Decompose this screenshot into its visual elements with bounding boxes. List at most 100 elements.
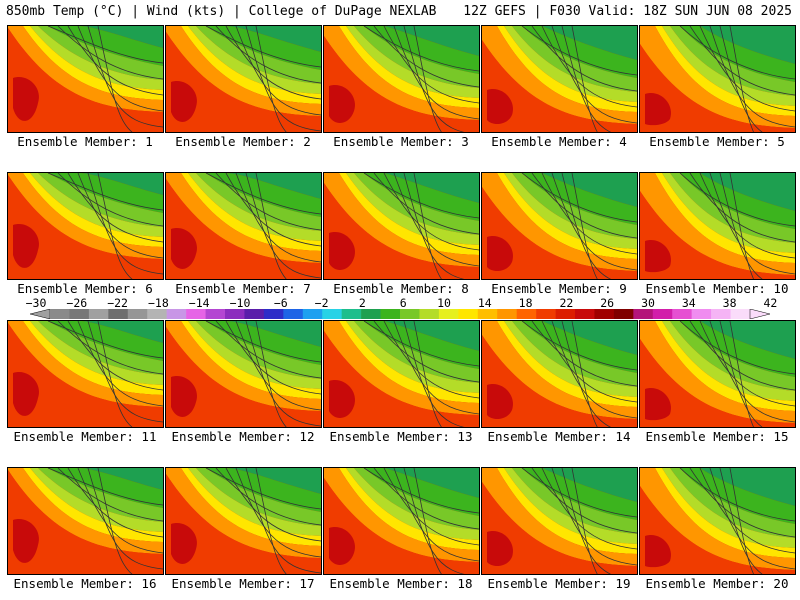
colorbar-segment xyxy=(88,309,109,319)
colorbar-segment xyxy=(419,309,440,319)
colorbar-segment xyxy=(672,309,692,319)
ensemble-member-label: Ensemble Member: 3 xyxy=(333,134,469,149)
colorbar-max-arrow xyxy=(749,309,770,319)
ensemble-member-label: Ensemble Member: 15 xyxy=(645,429,789,444)
colorbar-tick-label: 6 xyxy=(399,296,407,310)
ensemble-member-label: Ensemble Member: 16 xyxy=(13,576,157,591)
colorbar-segment xyxy=(244,309,265,319)
colorbar-segment xyxy=(263,309,284,319)
ensemble-member-label: Ensemble Member: 5 xyxy=(649,134,785,149)
colorbar-segment xyxy=(166,309,187,319)
ensemble-member-label: Ensemble Member: 1 xyxy=(17,134,153,149)
temperature-map xyxy=(8,173,163,279)
colorbar-tick-label: −6 xyxy=(273,296,288,310)
ensemble-member-label: Ensemble Member: 17 xyxy=(171,576,315,591)
product-title: 850mb Temp (°C) | Wind (kts) | College o… xyxy=(6,4,437,19)
colorbar-tick-label: 34 xyxy=(681,296,696,310)
temperature-map xyxy=(324,321,479,427)
colorbar-tick-label: −30 xyxy=(25,296,47,310)
temperature-colorbar xyxy=(30,309,770,319)
colorbar-tick-label: 38 xyxy=(722,296,737,310)
temperature-map xyxy=(324,26,479,132)
ensemble-panel xyxy=(323,467,480,575)
colorbar-segment xyxy=(380,309,401,319)
ensemble-member-label: Ensemble Member: 14 xyxy=(487,429,631,444)
colorbar-tick-label: 10 xyxy=(437,296,451,310)
colorbar-segment xyxy=(477,309,498,319)
colorbar-segment xyxy=(283,309,304,319)
ensemble-member-label: Ensemble Member: 9 xyxy=(491,281,627,296)
temperature-map xyxy=(482,321,637,427)
ensemble-member-label: Ensemble Member: 2 xyxy=(175,134,311,149)
colorbar-segment xyxy=(341,309,362,319)
ensemble-member-label: Ensemble Member: 4 xyxy=(491,134,627,149)
colorbar-tick-label: −26 xyxy=(66,296,88,310)
ensemble-panel xyxy=(7,320,164,428)
colorbar-segment xyxy=(225,309,245,319)
ensemble-member-label: Ensemble Member: 10 xyxy=(645,281,789,296)
colorbar-segment xyxy=(69,309,90,319)
colorbar-segment xyxy=(633,309,654,319)
ensemble-panel xyxy=(481,467,638,575)
colorbar-segment xyxy=(652,309,673,319)
ensemble-member-label: Ensemble Member: 7 xyxy=(175,281,311,296)
colorbar-segment xyxy=(186,309,206,319)
colorbar-tick-label: −10 xyxy=(229,296,251,310)
colorbar-segment xyxy=(127,309,148,319)
temperature-map xyxy=(482,173,637,279)
colorbar-tick-label: 26 xyxy=(600,296,615,310)
colorbar-tick-label: 18 xyxy=(518,296,533,310)
colorbar-segment xyxy=(711,309,731,319)
ensemble-member-label: Ensemble Member: 11 xyxy=(13,429,157,444)
valid-time: 12Z GEFS | F030 Valid: 18Z SUN JUN 08 20… xyxy=(463,4,792,19)
ensemble-member-label: Ensemble Member: 12 xyxy=(171,429,315,444)
ensemble-member-label: Ensemble Member: 20 xyxy=(645,576,789,591)
ensemble-panel xyxy=(639,320,796,428)
temperature-map xyxy=(640,173,795,279)
colorbar-segment xyxy=(438,309,459,319)
colorbar-tick-label: 14 xyxy=(477,296,492,310)
ensemble-member-label: Ensemble Member: 6 xyxy=(17,281,153,296)
ensemble-panel xyxy=(639,172,796,280)
colorbar-segment xyxy=(50,309,70,319)
colorbar-segment xyxy=(400,309,420,319)
colorbar-tick-label: −2 xyxy=(314,296,329,310)
colorbar-segment xyxy=(555,309,576,319)
ensemble-panel xyxy=(7,467,164,575)
colorbar-segment xyxy=(730,309,751,319)
colorbar-segment xyxy=(322,309,342,319)
ensemble-panel xyxy=(639,467,796,575)
colorbar-segment xyxy=(516,309,537,319)
colorbar-segment xyxy=(613,309,634,319)
temperature-map xyxy=(324,468,479,574)
temperature-map xyxy=(8,468,163,574)
colorbar-tick-label: −22 xyxy=(107,296,128,310)
colorbar-tick-label: 22 xyxy=(559,296,574,310)
colorbar-segment xyxy=(108,309,129,319)
ensemble-panel xyxy=(481,172,638,280)
colorbar-segment xyxy=(302,309,323,319)
temperature-map xyxy=(640,26,795,132)
colorbar-segment xyxy=(205,309,226,319)
temperature-map xyxy=(166,468,321,574)
colorbar-segment xyxy=(361,309,381,319)
ensemble-panel xyxy=(481,25,638,133)
temperature-map xyxy=(482,26,637,132)
temperature-map xyxy=(166,321,321,427)
ensemble-panel xyxy=(7,172,164,280)
colorbar-tick-label: 30 xyxy=(641,296,655,310)
ensemble-panel xyxy=(639,25,796,133)
temperature-map xyxy=(640,321,795,427)
ensemble-member-label: Ensemble Member: 19 xyxy=(487,576,631,591)
colorbar-segment xyxy=(575,309,595,319)
colorbar-tick-label: −14 xyxy=(188,296,210,310)
colorbar-tick-label: 42 xyxy=(763,296,778,310)
temperature-map xyxy=(324,173,479,279)
temperature-map xyxy=(166,173,321,279)
colorbar-tick-label: −18 xyxy=(148,296,169,310)
temperature-map xyxy=(482,468,637,574)
colorbar-segment xyxy=(458,309,479,319)
ensemble-panel xyxy=(165,467,322,575)
colorbar-min-arrow xyxy=(30,309,51,319)
temperature-map xyxy=(166,26,321,132)
